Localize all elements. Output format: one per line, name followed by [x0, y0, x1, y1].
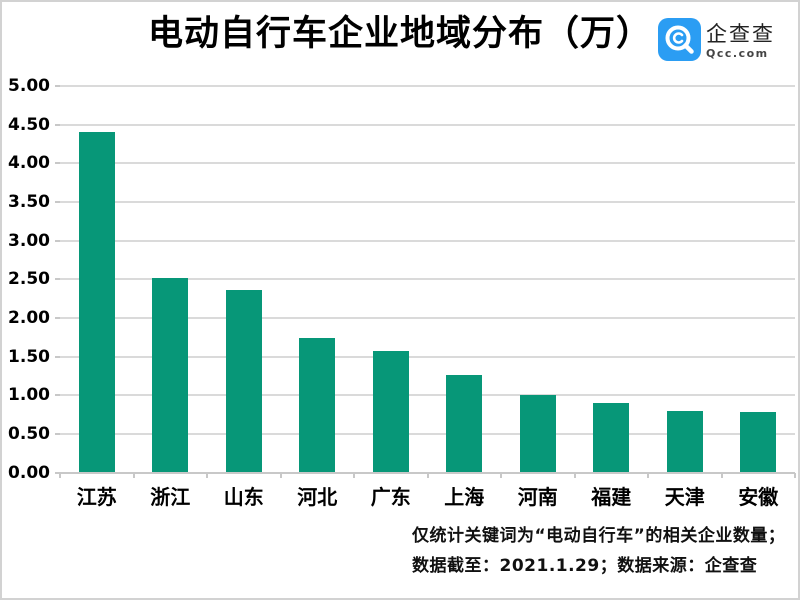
- y-axis-label: 0.00: [8, 462, 50, 483]
- chart-footnote: 仅统计关键词为“电动自行车”的相关企业数量； 数据截至：2021.1.29；数据…: [412, 521, 785, 581]
- x-axis-tick: [426, 472, 429, 478]
- gridline: [60, 239, 795, 242]
- y-axis-label: 4.00: [8, 153, 50, 174]
- bar: [666, 411, 703, 473]
- bar: [372, 351, 409, 473]
- bar: [225, 290, 262, 473]
- x-axis-tick: [132, 472, 135, 478]
- x-axis-tick: [573, 472, 576, 478]
- x-axis-tick: [794, 472, 796, 478]
- x-axis-tick: [500, 472, 502, 478]
- qcc-logo-text: 企查查 Qcc.com: [706, 18, 775, 60]
- x-axis-tick: [206, 472, 208, 478]
- y-axis-label: 2.00: [8, 307, 50, 328]
- bar: [519, 395, 556, 473]
- y-axis-tick: [55, 278, 60, 281]
- gridline: [60, 355, 795, 358]
- y-axis-tick: [55, 432, 60, 435]
- y-axis-tick: [55, 239, 60, 242]
- y-axis-label: 3.00: [8, 230, 50, 251]
- footnote-line2: 数据截至：2021.1.29；数据来源：企查查: [412, 556, 758, 576]
- x-axis-tick: [647, 472, 649, 478]
- gridline: [60, 394, 795, 397]
- y-axis-label: 5.00: [8, 76, 50, 96]
- x-axis-label: 天津: [664, 485, 705, 509]
- bar: [740, 412, 777, 473]
- x-axis-label: 上海: [444, 485, 485, 509]
- x-axis-label: 安徽: [738, 485, 779, 509]
- x-axis-tick: [720, 472, 723, 478]
- y-axis-tick: [55, 123, 60, 126]
- gridline: [60, 432, 795, 435]
- x-axis-label: 河南: [517, 485, 558, 509]
- gridline: [60, 85, 795, 87]
- y-axis-label: 1.50: [8, 346, 50, 367]
- gridline: [60, 316, 795, 319]
- x-axis-label: 广东: [370, 485, 411, 509]
- logo-name: 企查查: [706, 22, 775, 46]
- y-axis-tick: [55, 316, 60, 319]
- y-axis-tick: [55, 355, 60, 358]
- bar: [78, 131, 115, 473]
- y-axis-label: 2.50: [8, 269, 50, 290]
- y-axis-label: 4.50: [8, 114, 50, 135]
- chart-title: 电动自行车企业地域分布（万）: [147, 14, 652, 54]
- bar: [446, 375, 483, 473]
- bar: [152, 277, 189, 473]
- x-axis-tick: [59, 472, 61, 478]
- footnote-line1: 仅统计关键词为“电动自行车”的相关企业数量；: [412, 526, 786, 546]
- y-axis-label: 3.50: [8, 191, 50, 212]
- bar: [299, 337, 336, 473]
- y-axis-tick: [55, 471, 60, 474]
- qcc-logo: 企查查 Qcc.com: [658, 18, 775, 61]
- x-axis-tick: [279, 472, 282, 478]
- x-axis-label: 浙江: [150, 485, 191, 509]
- gridline: [60, 278, 795, 281]
- x-axis-label: 江苏: [76, 485, 117, 509]
- bar: [593, 402, 630, 473]
- y-axis-tick: [55, 85, 60, 87]
- x-axis-label: 福建: [591, 485, 632, 509]
- gridline: [60, 200, 795, 203]
- gridline: [60, 162, 795, 165]
- y-axis-tick: [55, 162, 60, 165]
- y-axis-tick: [55, 200, 60, 203]
- x-axis-tick: [353, 472, 355, 478]
- x-axis-label: 山东: [223, 485, 264, 509]
- gridline: [60, 123, 795, 126]
- qcc-magnifier-icon: [658, 18, 701, 61]
- y-axis-label: 0.50: [8, 423, 50, 444]
- y-axis-tick: [55, 394, 60, 397]
- logo-domain: Qcc.com: [706, 47, 769, 60]
- x-axis-label: 河北: [297, 485, 338, 509]
- y-axis-label: 1.00: [8, 385, 50, 406]
